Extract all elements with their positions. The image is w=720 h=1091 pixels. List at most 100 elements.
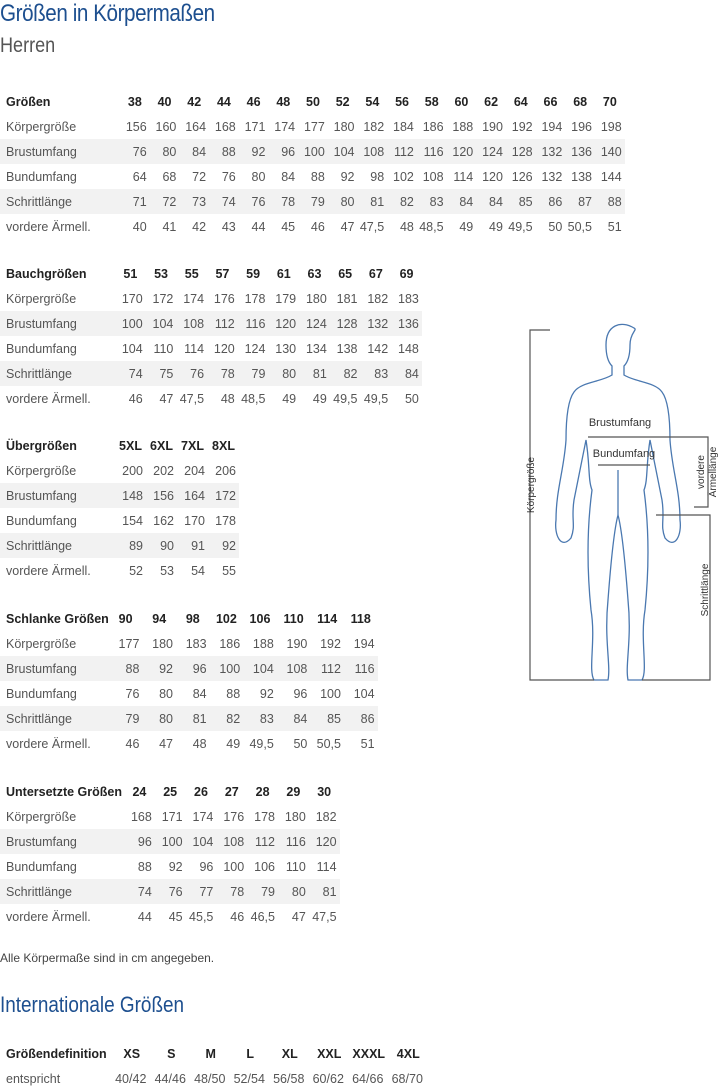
table-cell: 82 [387, 189, 417, 214]
table-cell: 74 [124, 879, 155, 904]
table-cell: 80 [268, 361, 300, 386]
table-cell: 132 [541, 169, 563, 184]
table-cell: 76 [120, 139, 150, 164]
height-label: Körpergröße [526, 456, 537, 513]
table-cell: 104 [243, 656, 277, 681]
table-cell: 80 [277, 879, 309, 904]
row-label: Körpergröße [6, 119, 77, 134]
table-cell: 170 [121, 291, 143, 306]
size-column-header: 94 [152, 611, 167, 626]
table-cell: 90 [146, 533, 177, 558]
table-header-label: Übergrößen [6, 438, 77, 453]
table-cell: 76 [176, 361, 208, 386]
size-column-header: 60 [454, 94, 469, 109]
table-cell: 82 [209, 706, 244, 731]
table-cell: 75 [145, 361, 177, 386]
table-cell: 45 [281, 219, 296, 234]
table-row: Brustumfang 100 104 108 112 116 120 124 128 132 13… [0, 311, 422, 336]
inseam-label: Schrittlänge [700, 563, 711, 616]
table-cell: 42 [192, 219, 207, 234]
table-header-row: Übergrößen 5XL 6XL 7XL 8XL [0, 433, 239, 458]
size-column-header: 55 [184, 266, 199, 281]
table-cell: 72 [149, 189, 180, 214]
table-header-row: Untersetzte Größen 24 25 26 27 28 29 30 [0, 779, 340, 804]
table-cell: 136 [565, 139, 595, 164]
table-cell: 92 [238, 139, 269, 164]
row-label: Brustumfang [0, 311, 115, 336]
table-cell: 148 [398, 341, 419, 356]
table-cell: 49,5 [508, 219, 533, 234]
table-cell: 168 [130, 809, 152, 824]
table-cell: 77 [185, 879, 217, 904]
size-column-header: 26 [194, 784, 208, 799]
table-cell: 81 [299, 361, 330, 386]
table-cell: 138 [336, 341, 358, 356]
size-column-header: XXXL [352, 1046, 386, 1061]
table-cell: 41 [162, 219, 177, 234]
table-cell: 100 [320, 686, 341, 701]
table-cell: 156 [146, 483, 177, 508]
size-column-header: 24 [132, 784, 147, 799]
size-column-header: 61 [276, 266, 291, 281]
row-label: Bundumfang [6, 686, 77, 701]
table-cell: 72 [192, 169, 207, 184]
table-cell: 194 [541, 119, 563, 134]
size-column-header: 28 [255, 784, 270, 799]
table-cell: 46 [230, 909, 245, 924]
table-row: Bundumfang 154 162 170 178 [0, 508, 239, 533]
table-row: Bundumfang 88 92 96 100 106 110 114 [0, 854, 340, 879]
table-cell: 74 [209, 189, 239, 214]
table-cell: 182 [363, 119, 385, 134]
table-cell: 49,5 [363, 391, 389, 406]
table-cell: 178 [254, 809, 275, 824]
table-row: Schrittlänge 74 76 77 78 79 80 81 [0, 879, 340, 904]
size-column-header: 67 [368, 266, 383, 281]
size-column-header: 102 [215, 611, 237, 626]
table-cell: 164 [185, 119, 207, 134]
table-cell: 47 [340, 219, 355, 234]
table-cell: 188 [252, 636, 274, 651]
table-cell: 124 [476, 139, 506, 164]
table-cell: 136 [391, 311, 422, 336]
size-column-header: 65 [338, 266, 353, 281]
table-cell: 192 [511, 119, 533, 134]
table-row: Brustumfang 76 80 84 88 92 96 100 104 108 112 116 12… [0, 139, 625, 164]
table-cell: 88 [310, 169, 325, 184]
table-cell: 171 [244, 119, 266, 134]
table-row: Schrittlänge 79 80 81 82 83 84 85 86 [0, 706, 378, 731]
table-cell: 53 [160, 563, 174, 578]
table-cell: 183 [185, 636, 207, 651]
row-label: vordere Ärmell. [6, 736, 91, 751]
table-cell: 108 [276, 656, 311, 681]
table-cell: 96 [124, 829, 155, 854]
table-cell: 179 [275, 291, 297, 306]
waist-label: Bundumfang [593, 448, 655, 460]
size-column-header: 27 [224, 784, 239, 799]
table-cell: 50 [293, 736, 308, 751]
table-cell: 190 [482, 119, 503, 134]
table-cell: 130 [275, 341, 297, 356]
table-cell: 80 [149, 139, 180, 164]
table-cell: 88 [108, 656, 143, 681]
table-cell: 114 [316, 859, 337, 874]
table-cell: 182 [367, 291, 389, 306]
row-label: vordere Ärmell. [6, 563, 91, 578]
table-row: Bundumfang 76 80 84 88 92 96 100 104 [0, 681, 378, 706]
table-cell: 134 [305, 341, 327, 356]
table-row: Körpergröße 156 160 164 168 171 174 177 180 182 18… [0, 114, 625, 139]
table-cell: 92 [259, 686, 274, 701]
table-cell: 71 [120, 189, 150, 214]
size-column-header: 54 [365, 94, 380, 109]
table-cell: 50,5 [567, 219, 592, 234]
table-cell: 100 [209, 656, 244, 681]
table-cell: 183 [398, 291, 419, 306]
table-cell: 88 [209, 139, 239, 164]
row-label: vordere Ärmell. [6, 219, 91, 234]
table-cell: 180 [284, 809, 306, 824]
table-cell: 104 [145, 311, 177, 336]
table-cell: 49,5 [333, 391, 358, 406]
table-cell: 184 [393, 119, 414, 134]
table-header-row: Bauchgrößen 51 53 55 57 59 61 63 65 67 69 [0, 261, 422, 286]
page-title: Größen in Körpermaßen [0, 0, 215, 27]
table-cell: 96 [293, 686, 308, 701]
